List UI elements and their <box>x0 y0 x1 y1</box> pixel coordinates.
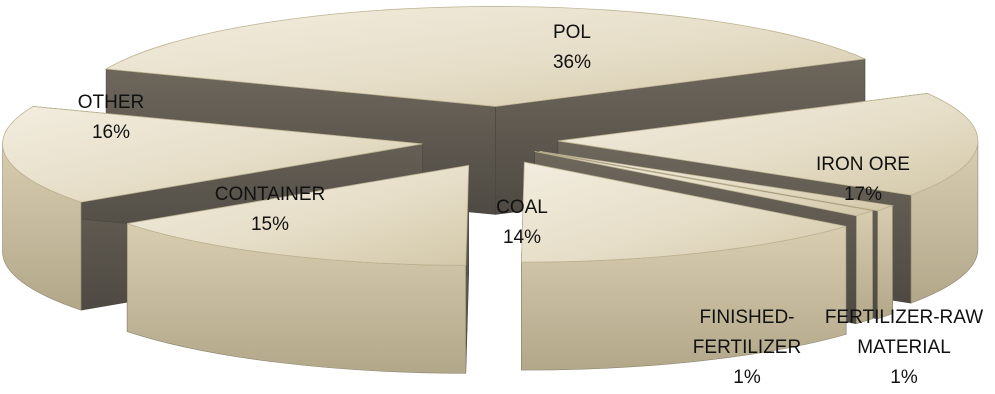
slice-outer-wall <box>877 205 893 320</box>
slice-name-line-2: FERTILIZER <box>692 337 802 358</box>
pie-slice-container <box>126 164 470 374</box>
slice-name: POL <box>552 22 592 43</box>
slice-name-line-1: FERTILIZER-RAW <box>824 307 984 328</box>
slice-label-iron-ore: IRON ORE 17% <box>816 150 910 210</box>
slice-percent: 1% <box>890 367 918 388</box>
slice-name: COAL <box>496 197 548 218</box>
slice-name: IRON ORE <box>816 154 910 175</box>
slice-label-pol: POL 36% <box>553 18 591 78</box>
slice-percent: 36% <box>552 52 592 73</box>
slice-percent: 15% <box>250 214 290 235</box>
slice-name: OTHER <box>77 92 145 113</box>
slice-label-finished-fertilizer: FINISHED- FERTILIZER 1% <box>693 303 801 393</box>
slice-name-line-2: MATERIAL <box>857 337 951 358</box>
slice-top-face <box>534 151 873 217</box>
slice-name: CONTAINER <box>214 184 326 205</box>
slice-top-face <box>557 92 979 196</box>
slice-label-container: CONTAINER 15% <box>215 180 325 240</box>
slice-label-fertilizer-raw-material: FERTILIZER-RAW MATERIAL 1% <box>825 303 983 393</box>
slice-label-coal: COAL 14% <box>496 193 548 253</box>
slice-top-face <box>2 106 423 203</box>
slice-top-face <box>104 6 867 107</box>
slice-top-face <box>127 164 470 266</box>
slice-label-other: OTHER 16% <box>78 88 145 148</box>
slice-name-line-1: FINISHED- <box>699 307 795 328</box>
slice-percent: 1% <box>733 367 761 388</box>
slice-percent: 17% <box>843 184 883 205</box>
slice-percent: 14% <box>502 227 542 248</box>
pie-slice-coal <box>520 161 847 371</box>
slice-percent: 16% <box>91 122 131 143</box>
slice-top-face <box>520 161 847 263</box>
slice-top-face <box>539 151 895 212</box>
